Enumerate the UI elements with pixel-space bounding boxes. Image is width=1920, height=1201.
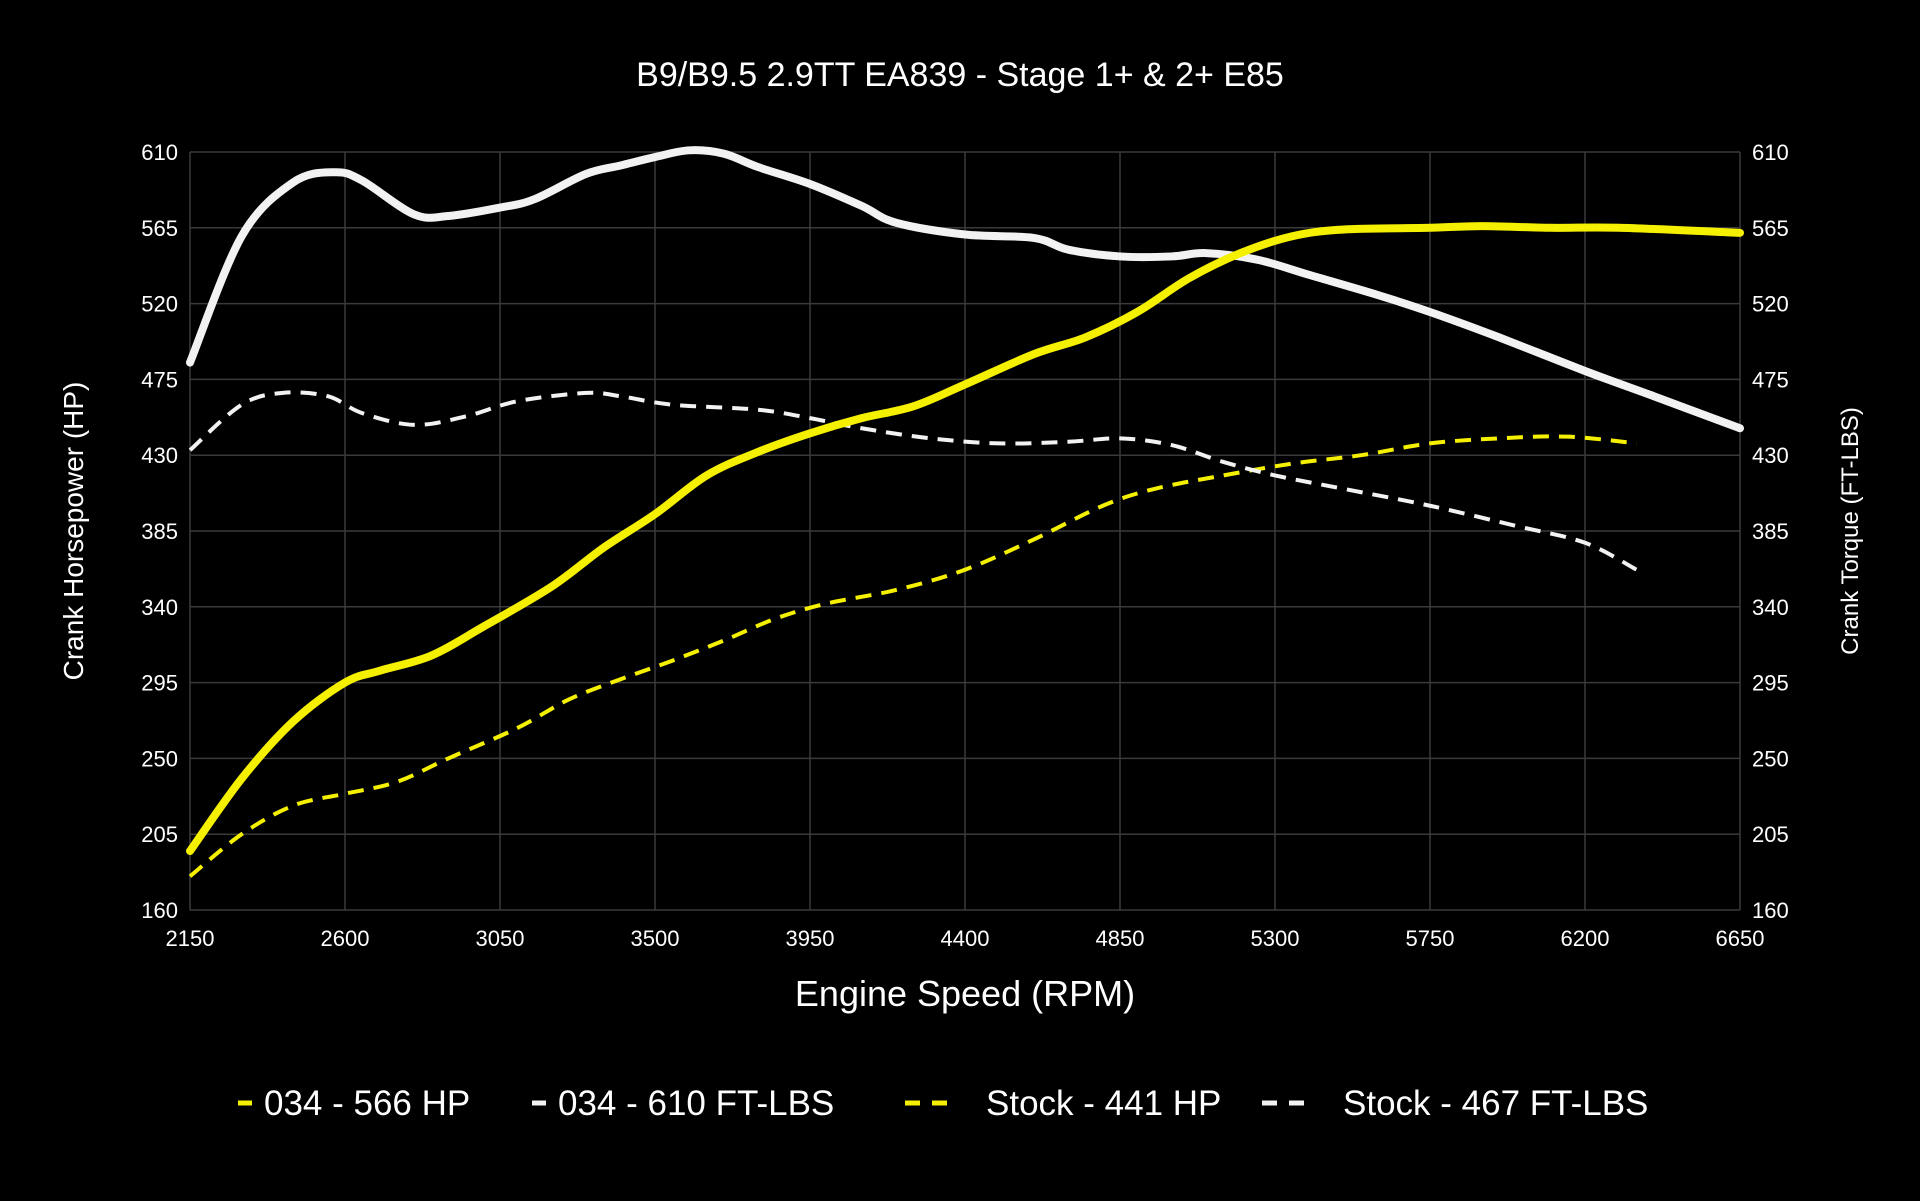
series-line-0 [186,222,1744,856]
y-axis-label: Crank Horsepower (HP) [58,382,89,681]
y-tick-label: 385 [141,519,178,544]
y2-tick-label: 385 [1752,519,1789,544]
y-tick-label: 565 [141,216,178,241]
x-tick-label: 6650 [1716,926,1765,951]
x-tick-label: 6200 [1561,926,1610,951]
series-line-2 [188,434,1637,878]
x-tick-label: 5300 [1251,926,1300,951]
y-tick-label: 430 [141,443,178,468]
y2-tick-label: 430 [1752,443,1789,468]
legend-label: 034 - 610 FT-LBS [558,1084,834,1123]
x-axis-label: Engine Speed (RPM) [795,973,1135,1014]
x-tick-label: 4400 [941,926,990,951]
series-lines [186,146,1744,878]
y-tick-label: 295 [141,671,178,696]
y-tick-label: 475 [141,367,178,392]
y2-tick-label: 250 [1752,746,1789,771]
legend-label: 034 - 566 HP [264,1084,470,1123]
y-tick-label: 160 [141,898,178,923]
legend-label: Stock - 441 HP [986,1084,1221,1123]
x-tick-label: 5750 [1406,926,1455,951]
x-tick-label: 3500 [631,926,680,951]
y-tick-label: 520 [141,292,178,317]
x-tick-label: 2150 [166,926,215,951]
chart-title: B9/B9.5 2.9TT EA839 - Stage 1+ & 2+ E85 [636,56,1284,94]
x-tick-label: 3050 [476,926,525,951]
y-tick-label: 610 [141,140,178,165]
legend: 034 - 566 HP 034 - 610 FT-LBS Stock - 441 … [238,1084,1648,1123]
y-tick-label: 340 [141,595,178,620]
y2-tick-label: 475 [1752,367,1789,392]
x-tick-label: 4850 [1096,926,1145,951]
y2-tick-label: 610 [1752,140,1789,165]
y2-tick-label: 565 [1752,216,1789,241]
series-line-3 [188,390,1638,572]
y2-tick-label: 160 [1752,898,1789,923]
y2-axis-label: Crank Torque (FT-LBS) [1837,407,1864,655]
series-line-1 [186,146,1744,433]
x-tick-label: 2600 [321,926,370,951]
y-tick-label: 250 [141,746,178,771]
tick-labels: 2150 2600 3050 3500 3950 4400 4850 5300 5750 6200… [141,140,1788,951]
y-tick-label: 205 [141,822,178,847]
grid [189,151,1741,911]
legend-label: Stock - 467 FT-LBS [1343,1084,1648,1123]
y2-tick-label: 340 [1752,595,1789,620]
y2-tick-label: 295 [1752,671,1789,696]
y2-tick-label: 205 [1752,822,1789,847]
x-tick-label: 3950 [786,926,835,951]
y2-tick-label: 520 [1752,292,1789,317]
